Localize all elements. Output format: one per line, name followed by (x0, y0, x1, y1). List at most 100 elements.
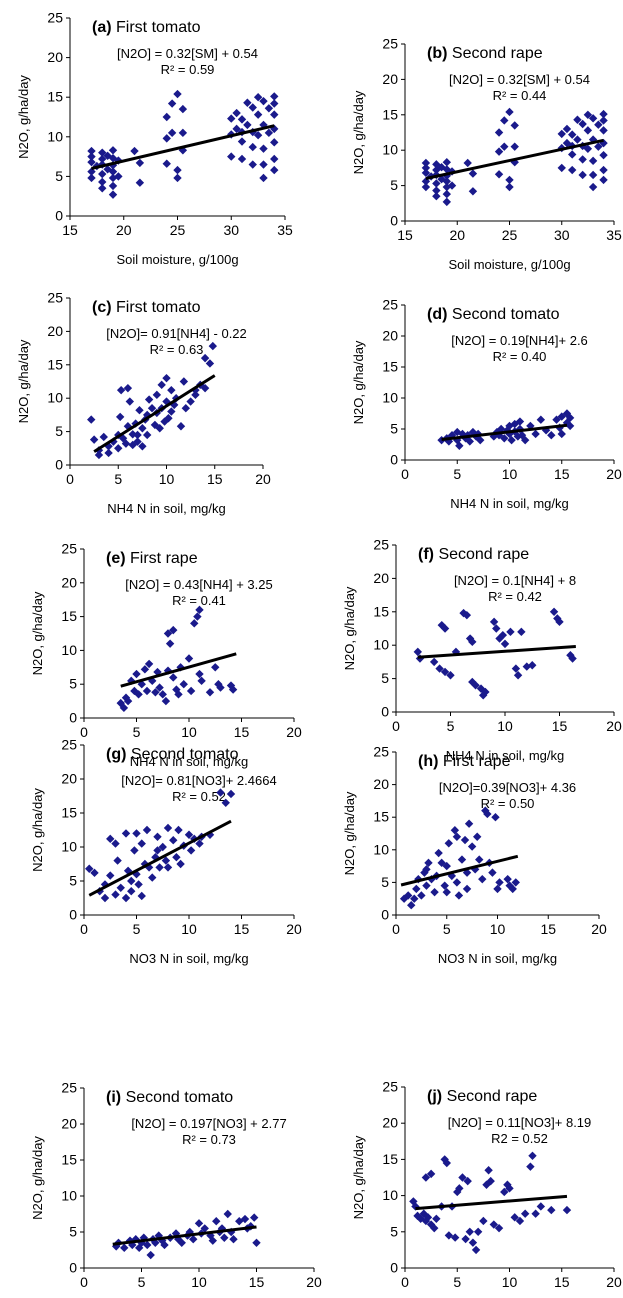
data-point (173, 89, 182, 99)
data-point (98, 184, 107, 193)
y-tick-label: 10 (382, 390, 398, 406)
data-point (583, 126, 593, 135)
data-point (440, 667, 450, 677)
y-tick-label: 15 (61, 608, 77, 624)
data-point (421, 1173, 431, 1182)
data-point (531, 1209, 540, 1218)
data-point (137, 1238, 146, 1247)
data-point (491, 813, 500, 822)
data-point (526, 1162, 535, 1171)
data-point (465, 1227, 474, 1236)
data-point (462, 884, 472, 894)
data-point (442, 861, 451, 871)
data-point (169, 836, 178, 845)
data-point (173, 173, 182, 183)
data-point (500, 116, 509, 125)
x-tick-label: 20 (606, 1274, 622, 1290)
data-point (599, 126, 608, 135)
y-tick-label: 15 (61, 805, 77, 821)
data-point (167, 407, 176, 416)
data-point (562, 138, 572, 148)
data-point (165, 639, 175, 648)
y-tick-label: 5 (390, 1223, 398, 1239)
data-point (489, 617, 499, 627)
data-point (114, 444, 123, 453)
data-point (174, 690, 183, 699)
data-point (270, 138, 279, 147)
data-point (135, 158, 145, 168)
data-point (421, 182, 431, 192)
y-tick-label: 20 (61, 771, 77, 787)
data-point (468, 169, 478, 178)
panel-title: (g) Second tomato (106, 746, 239, 763)
data-point (98, 177, 107, 187)
data-point (164, 414, 173, 423)
data-point (410, 894, 419, 903)
panel-title: (j) Second rape (427, 1088, 537, 1105)
data-point (195, 669, 204, 679)
y-tick-label: 25 (382, 297, 398, 313)
data-point (151, 1238, 160, 1247)
data-point (422, 881, 431, 890)
data-point (498, 630, 508, 640)
data-point (148, 873, 157, 882)
data-point (98, 148, 107, 157)
data-point (495, 878, 504, 887)
y-tick-label: 20 (373, 776, 389, 792)
data-point (169, 673, 178, 682)
data-point (208, 341, 218, 351)
data-point (206, 1231, 215, 1240)
x-tick-label: 15 (207, 471, 223, 487)
x-tick-label: 15 (249, 1274, 265, 1290)
data-point (138, 424, 147, 433)
data-point (142, 686, 152, 696)
trend-line (91, 124, 275, 170)
data-point (565, 413, 575, 423)
data-point (214, 680, 223, 689)
data-point (520, 435, 530, 445)
regression-equation: [N2O]=0.39[NO3]+ 4.36 (439, 780, 576, 795)
data-point (599, 109, 608, 119)
data-point (121, 829, 131, 838)
y-tick-label: 5 (55, 168, 63, 184)
data-point (178, 104, 188, 114)
data-point (460, 835, 470, 845)
data-point (531, 429, 540, 439)
x-tick-label: 30 (554, 227, 570, 243)
y-tick-label: 10 (47, 390, 63, 406)
data-point (515, 417, 525, 426)
data-point (494, 1223, 504, 1233)
chart-panel-2: 0 5 10 15 20 25 0 5 10 15 20 NH4 N in soil, mg/kg N2… (16, 290, 271, 517)
y-tick-label: 10 (61, 642, 77, 658)
data-point (500, 639, 510, 649)
data-point (421, 168, 431, 178)
trend-line (417, 645, 576, 659)
x-tick-label: 10 (502, 466, 518, 482)
x-axis-label: NH4 N in soil, mg/kg (446, 748, 564, 763)
x-tick-label: 25 (502, 227, 518, 243)
data-point (471, 681, 480, 690)
y-tick-label: 5 (69, 676, 77, 692)
data-point (146, 1250, 155, 1260)
x-axis-label: NO3 N in soil, mg/kg (438, 951, 557, 966)
data-point (186, 846, 196, 855)
panel-label: (d) (427, 306, 447, 323)
panel-title-text: First tomato (116, 19, 201, 36)
data-point (270, 92, 279, 101)
regression-equation: [N2O] = 0.43[NH4] + 3.25 (125, 577, 272, 592)
y-tick-label: 15 (373, 603, 389, 619)
data-point (419, 1209, 429, 1218)
data-point (442, 887, 451, 897)
data-point (155, 424, 164, 433)
chart-panel-7: 0 5 10 15 20 25 0 5 10 15 20 NO3 N in soil, mg/kg N2… (342, 744, 607, 967)
y-tick-label: 15 (382, 1151, 398, 1167)
data-point (562, 1205, 572, 1215)
data-point (553, 614, 562, 623)
data-point (137, 680, 146, 689)
data-point (172, 685, 181, 694)
x-tick-label: 5 (453, 1274, 461, 1290)
y-axis-label: N2O, g/ha/day (16, 339, 31, 423)
data-point (100, 893, 110, 903)
panel-label: (h) (418, 753, 438, 770)
